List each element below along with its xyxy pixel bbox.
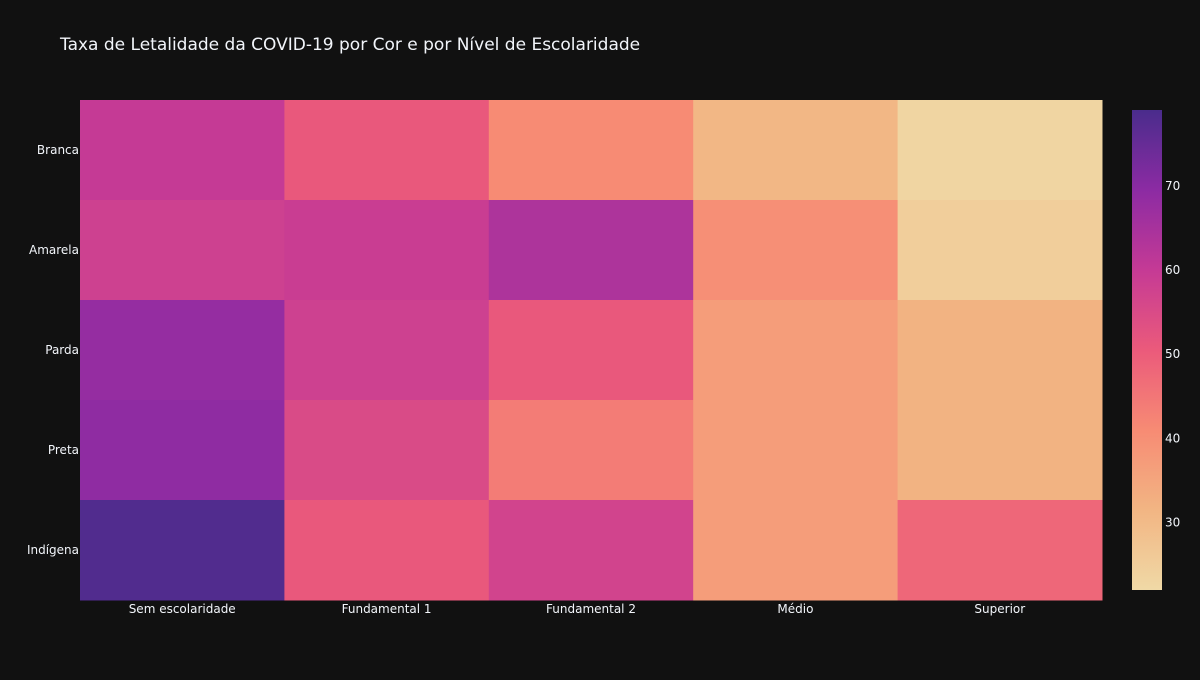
x-tick-label: Médio — [777, 602, 813, 616]
heatmap-cells — [80, 100, 1103, 601]
heatmap-cell — [897, 400, 1103, 501]
colorbar — [1132, 110, 1162, 590]
heatmap-cell — [80, 500, 285, 601]
heatmap-cell — [284, 300, 490, 401]
heatmap-cell — [693, 200, 899, 301]
heatmap-cell — [693, 300, 899, 401]
heatmap-cell — [80, 200, 285, 301]
heatmap-cell — [80, 300, 285, 401]
y-tick-label: Amarela — [29, 243, 79, 257]
heatmap-cell — [488, 500, 694, 601]
y-tick-label: Preta — [48, 443, 79, 457]
heatmap-cell — [488, 100, 694, 201]
x-tick-label: Superior — [974, 602, 1025, 616]
heatmap-cell — [693, 400, 899, 501]
y-tick-label: Parda — [45, 343, 79, 357]
y-tick-label: Branca — [37, 143, 79, 157]
heatmap-cell — [488, 300, 694, 401]
y-tick-label: Indígena — [27, 543, 79, 557]
heatmap-cell — [488, 400, 694, 501]
colorbar-tick-label: 50 — [1165, 347, 1180, 361]
colorbar-tick-label: 30 — [1165, 516, 1180, 530]
heatmap-cell — [284, 200, 490, 301]
x-tick-label: Fundamental 1 — [342, 602, 432, 616]
heatmap-cell — [284, 500, 490, 601]
colorbar-tick-label: 40 — [1165, 431, 1180, 445]
heatmap-cell — [80, 400, 285, 501]
heatmap-cell — [488, 200, 694, 301]
colorbar-tick-label: 60 — [1165, 263, 1180, 277]
x-axis-ticks: Sem escolaridade Fundamental 1 Fundamental… — [129, 602, 1026, 616]
heatmap-cell — [693, 500, 899, 601]
heatmap-cell — [897, 500, 1103, 601]
chart-title: Taxa de Letalidade da COVID-19 por Cor e… — [59, 35, 640, 55]
heatmap-cell — [80, 100, 285, 201]
heatmap-cell — [897, 200, 1103, 301]
heatmap-cell — [897, 100, 1103, 201]
colorbar-ticks: 30 40 50 60 70 — [1165, 179, 1180, 530]
colorbar-tick-label: 70 — [1165, 179, 1180, 193]
x-tick-label: Fundamental 2 — [546, 602, 636, 616]
y-axis-ticks: Branca Amarela Parda Preta Indígena — [27, 143, 79, 557]
heatmap-cell — [897, 300, 1103, 401]
heatmap-cell — [693, 100, 899, 201]
heatmap-cell — [284, 100, 490, 201]
heatmap-cell — [284, 400, 490, 501]
x-tick-label: Sem escolaridade — [129, 602, 236, 616]
